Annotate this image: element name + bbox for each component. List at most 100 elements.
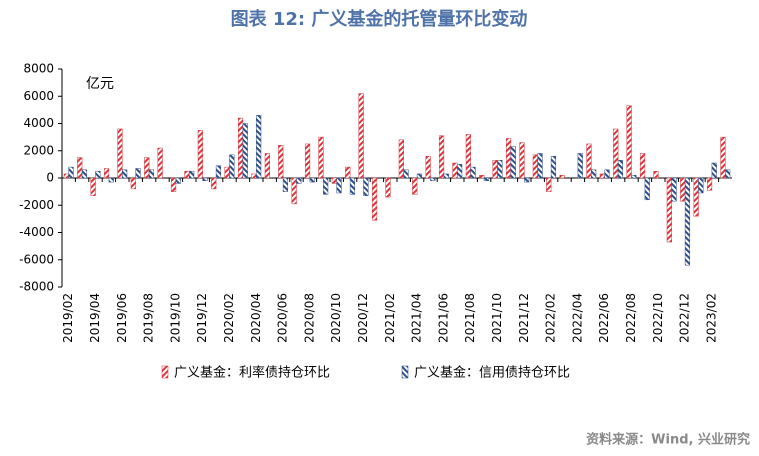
bar <box>68 166 74 179</box>
x-tick-label: 2021/02 <box>383 293 397 343</box>
bar <box>242 123 248 179</box>
bar <box>358 93 364 179</box>
bar <box>296 177 302 184</box>
bar <box>416 173 423 179</box>
bar <box>349 177 356 195</box>
bar <box>309 177 315 183</box>
bar <box>251 173 257 179</box>
x-tick-label: 2023/02 <box>704 293 718 343</box>
bar <box>443 173 449 179</box>
bar <box>148 169 155 179</box>
bar <box>693 177 699 217</box>
bar <box>291 177 297 205</box>
bar <box>81 169 88 179</box>
bar <box>323 177 329 195</box>
bar <box>559 175 565 179</box>
bar <box>452 162 458 179</box>
y-tick-label: -2000 <box>19 198 54 212</box>
bar <box>626 105 632 179</box>
bar <box>604 169 610 179</box>
x-tick-label: 2019/06 <box>115 293 129 343</box>
y-tick-label: -8000 <box>19 280 54 294</box>
bar <box>577 153 583 179</box>
bar <box>157 147 163 179</box>
bar <box>492 160 498 179</box>
bar <box>318 136 324 179</box>
bar <box>457 164 463 179</box>
x-tick-label: 2019/12 <box>195 293 209 343</box>
x-tick-label: 2020/02 <box>222 293 236 343</box>
bar <box>505 138 512 179</box>
bar <box>264 153 270 179</box>
bar <box>224 166 230 179</box>
y-tick-label: 4000 <box>23 116 54 130</box>
y-tick-label: 6000 <box>23 89 54 103</box>
x-tick-label: 2021/12 <box>517 293 531 343</box>
y-tick-label: 0 <box>46 171 54 185</box>
bar <box>599 173 605 179</box>
bar <box>170 177 177 192</box>
x-tick-label: 2021/06 <box>436 293 450 343</box>
bar <box>202 177 208 181</box>
bar <box>430 177 436 181</box>
bar <box>144 157 150 179</box>
bar <box>122 169 128 179</box>
bar <box>189 170 195 179</box>
bar <box>666 177 672 243</box>
x-tick-label: 2021/08 <box>463 293 477 343</box>
y-tick-label: 2000 <box>23 143 54 157</box>
legend-label: 广义基金：信用债持仓环比 <box>414 365 570 381</box>
bar <box>63 173 69 179</box>
bar <box>425 155 431 179</box>
bar <box>706 177 713 191</box>
y-tick-label: 8000 <box>23 62 54 76</box>
bar <box>256 115 262 179</box>
x-tick-label: 2019/02 <box>61 293 75 343</box>
x-tick-label: 2020/04 <box>249 293 263 343</box>
x-tick-label: 2021/10 <box>490 293 504 343</box>
bar <box>546 177 552 192</box>
bar <box>586 143 592 179</box>
bar <box>237 117 244 179</box>
y-tick-label: -6000 <box>19 252 54 266</box>
bar <box>385 177 391 198</box>
bar <box>90 177 96 196</box>
x-tick-label: 2022/08 <box>624 293 638 343</box>
x-tick-label: 2020/12 <box>356 293 370 343</box>
x-tick-label: 2019/10 <box>168 293 182 343</box>
bar <box>698 177 704 194</box>
bar <box>371 177 378 221</box>
x-tick-label: 2022/02 <box>544 293 558 343</box>
bar <box>398 139 404 179</box>
x-tick-label: 2022/04 <box>570 293 584 343</box>
bar <box>532 154 538 179</box>
bar <box>438 135 445 179</box>
bar <box>197 130 203 179</box>
bar <box>336 177 342 194</box>
bar <box>95 170 101 179</box>
bar <box>331 177 337 184</box>
legend-swatch <box>161 365 169 379</box>
x-tick-label: 2019/08 <box>142 293 156 343</box>
bar <box>684 177 691 266</box>
bar <box>229 154 235 179</box>
bar <box>211 177 217 190</box>
bar <box>644 177 650 201</box>
bar <box>77 157 83 179</box>
bar <box>175 177 181 184</box>
x-tick-label: 2019/04 <box>88 293 102 343</box>
bar <box>497 160 503 179</box>
bar <box>519 142 525 179</box>
bar <box>184 170 190 179</box>
legend-label: 广义基金：利率债持仓环比 <box>174 365 330 381</box>
bar <box>103 168 110 179</box>
bar <box>591 169 597 179</box>
bar <box>613 128 619 179</box>
bar <box>403 169 409 179</box>
bar <box>653 170 659 179</box>
bar <box>537 153 543 179</box>
bar <box>479 175 485 179</box>
y-tick-label: -4000 <box>19 225 54 239</box>
x-tick-label: 2020/08 <box>302 293 316 343</box>
